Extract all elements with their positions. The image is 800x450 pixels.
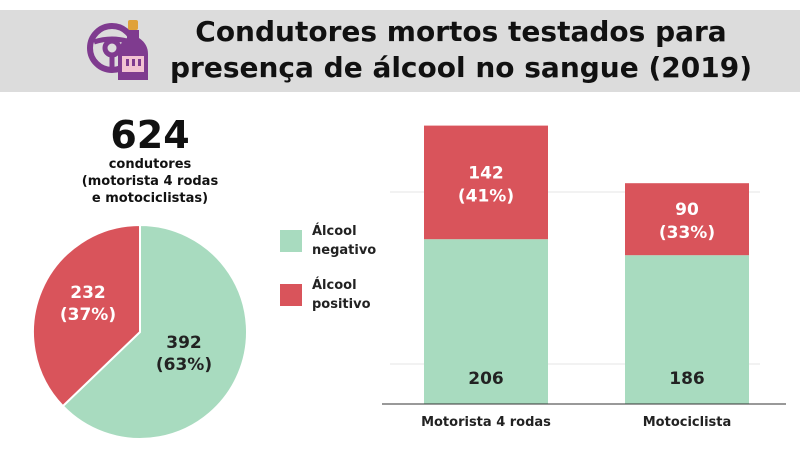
pie-chart: 392(63%) 232(37%) bbox=[32, 223, 248, 440]
x-tick-label-0: Motorista 4 rodas bbox=[421, 415, 551, 430]
stacked-bar-chart: 206 142 (41%) Motorista 4 rodas 186 90 (33%) Mo… bbox=[382, 125, 786, 430]
title-line-1: Condutores mortos testados para bbox=[195, 15, 727, 48]
pie-label-pct-positive: (37%) bbox=[60, 305, 116, 325]
bar-pct-label-positive-0: (41%) bbox=[458, 186, 514, 206]
legend-swatch-positive bbox=[280, 284, 302, 306]
bar-positive-0 bbox=[424, 125, 548, 240]
pie-label-value-positive: 232 bbox=[70, 283, 106, 303]
bar-label-negative-1: 186 bbox=[669, 369, 705, 389]
pie-label-value-negative: 392 bbox=[166, 333, 202, 353]
x-tick-label-1: Motociclista bbox=[643, 415, 732, 430]
total-count: 624 bbox=[110, 113, 190, 157]
pie-label-pct-negative: (63%) bbox=[156, 355, 212, 375]
total-caption-line-2: (motorista 4 rodas bbox=[81, 174, 219, 189]
total-caption-line-1: condutores bbox=[108, 157, 192, 172]
page-title: Condutores mortos testados para presença… bbox=[166, 14, 756, 86]
steering-wheel-bottle-icon bbox=[87, 20, 148, 80]
total-caption-line-3: e motociclistas) bbox=[91, 191, 209, 206]
bar-positive-1 bbox=[625, 183, 749, 256]
bar-label-positive-0: 142 bbox=[468, 163, 504, 183]
bar-label-positive-1: 90 bbox=[675, 200, 699, 220]
total-caption: condutores (motorista 4 rodas e motocicl… bbox=[40, 156, 260, 207]
legend-label-negative: Álcool negativo bbox=[312, 224, 377, 258]
legend-swatch-negative bbox=[280, 230, 302, 252]
legend-label-positive: Álcool positivo bbox=[312, 278, 371, 312]
legend-item-negative: Álcool negativo bbox=[270, 222, 390, 266]
bar-negative-1 bbox=[625, 255, 749, 404]
legend-item-positive: Álcool positivo bbox=[270, 276, 390, 320]
pie-slice-negative bbox=[61, 223, 248, 440]
bar-negative-0 bbox=[424, 239, 548, 404]
pie-slice-positive bbox=[32, 223, 141, 408]
bar-label-negative-0: 206 bbox=[468, 369, 504, 389]
bar-pct-label-positive-1: (33%) bbox=[659, 223, 715, 243]
header: Condutores mortos testados para presença… bbox=[0, 0, 800, 96]
title-line-2: presença de álcool no sangue (2019) bbox=[169, 51, 752, 84]
